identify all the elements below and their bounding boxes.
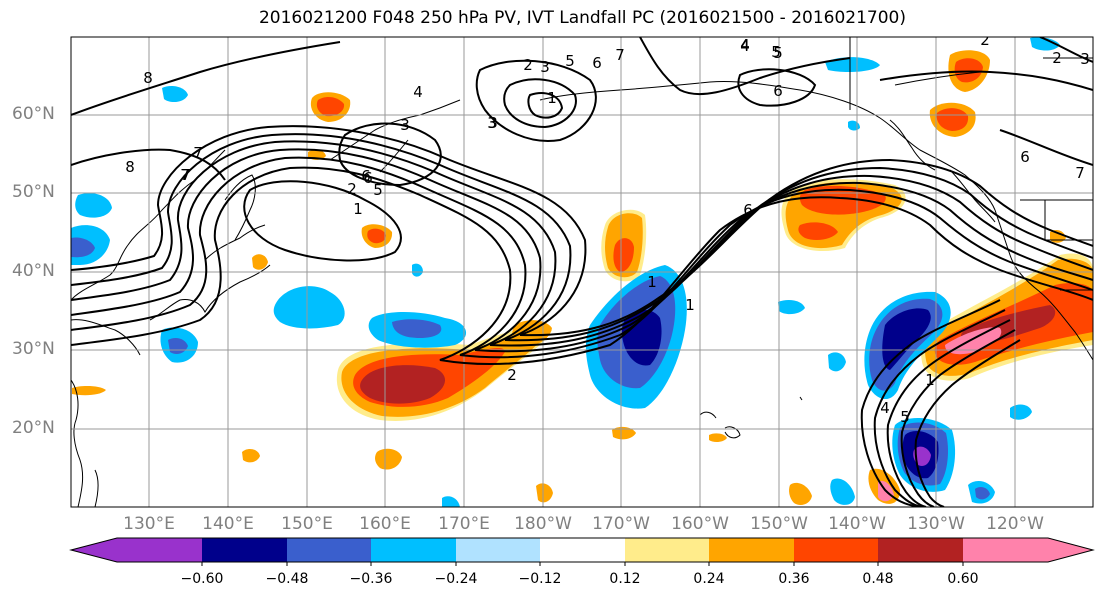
contour-label: 1 [547, 89, 557, 107]
colorbar-tick-label: 0.48 [862, 571, 894, 587]
contour-label: 1 [647, 273, 657, 291]
lon-label: 160°E [359, 514, 411, 534]
lon-label: 130°E [123, 514, 175, 534]
colorbar [69, 537, 1095, 566]
map-border [70, 36, 1094, 508]
lon-label: 160°W [671, 514, 729, 534]
lat-label: 20°N [12, 418, 55, 438]
contour-label: 2 [1052, 49, 1062, 67]
contour-label: 5 [373, 181, 383, 199]
contour-label: 8 [125, 158, 135, 176]
colorbar-segment [71, 538, 202, 562]
colorbar-segment [709, 538, 794, 562]
contour-label: 3 [540, 58, 550, 76]
colorbar-tick-label: 0.60 [947, 571, 979, 587]
colorbar-outline [69, 537, 1095, 563]
contour-label: 4 [880, 399, 890, 417]
contour-label: 1 [353, 200, 363, 218]
contour-label: 8 [143, 69, 153, 87]
contour-label: 6 [743, 201, 753, 219]
lon-label: 140°E [202, 514, 254, 534]
contour-label: 4 [413, 83, 423, 101]
contour-label: 6 [773, 82, 783, 100]
lon-label: 150°E [281, 514, 333, 534]
lon-label: 170°W [592, 514, 650, 534]
contour-label: 2 [347, 180, 357, 198]
lat-label: 40°N [12, 261, 55, 281]
lon-label: 140°W [828, 514, 886, 534]
contour-label: 5 [771, 43, 781, 61]
colorbar-tick-label: −0.12 [518, 571, 562, 587]
contour-label: 3 [1080, 50, 1090, 68]
contour-label: 4 [740, 36, 750, 54]
lon-label: 120°W [986, 514, 1044, 534]
contour-labels: 8 7 6 5 4 3 2 1 5 6 7 4 3 2 1 1 2 6 5 4 … [125, 31, 1090, 426]
colorbar-segment [202, 538, 287, 562]
contour-label: 1 [685, 296, 695, 314]
contour-label: 3 [488, 114, 498, 132]
contour-label: 6 [363, 169, 373, 187]
graticule [71, 37, 1093, 507]
lon-label: 170°E [438, 514, 490, 534]
colorbar-segment [625, 538, 709, 562]
contour-label: 7 [1075, 164, 1085, 182]
contour-label: 5 [773, 44, 783, 62]
map-title: 2016021200 F048 250 hPa PV, IVT Landfall… [258, 8, 906, 28]
contour-label: 7 [615, 46, 625, 64]
contour-label: 7 [180, 166, 190, 184]
colorbar-segment [878, 538, 963, 562]
contour-label: 5 [565, 52, 575, 70]
colorbar-tick-label: 0.36 [778, 571, 810, 587]
contour-label: 6 [361, 167, 371, 185]
contour-label: 2 [523, 56, 533, 74]
colorbar-segment [371, 538, 456, 562]
lon-label: 150°W [750, 514, 808, 534]
contour-label: 7 [193, 144, 203, 162]
colorbar-tick-label: 0.12 [609, 571, 641, 587]
contour-label: 2 [980, 31, 990, 49]
contour-label: 4 [740, 37, 750, 55]
lon-label: 180°W [514, 514, 572, 534]
lat-label: 60°N [12, 104, 55, 124]
colorbar-tick-label: −0.60 [180, 571, 224, 587]
contour-label: 3 [400, 116, 410, 134]
colorbar-segment [963, 538, 1093, 562]
colorbar-tick-label: 0.24 [693, 571, 725, 587]
colorbar-segment [540, 538, 625, 562]
contour-label: 6 [592, 54, 602, 72]
contour-label: 1 [925, 371, 935, 389]
contour-label: 4 [740, 36, 750, 54]
colorbar-tick-label: −0.24 [434, 571, 478, 587]
contour-label: 3 [487, 114, 497, 132]
contour-label: 6 [1020, 148, 1030, 166]
lat-label: 30°N [12, 339, 55, 359]
colorbar-tick-label: −0.48 [265, 571, 309, 587]
colorbar-segment [287, 538, 371, 562]
contour-label: 2 [507, 366, 517, 384]
contour-label: 5 [900, 408, 910, 426]
lon-label: 130°W [907, 514, 965, 534]
colorbar-segment [456, 538, 540, 562]
ivt-contours [71, 37, 1093, 507]
lat-label: 50°N [12, 182, 55, 202]
contour-label: 7 [181, 166, 191, 184]
colorbar-tick-label: −0.36 [349, 571, 393, 587]
colorbar-segment [794, 538, 878, 562]
